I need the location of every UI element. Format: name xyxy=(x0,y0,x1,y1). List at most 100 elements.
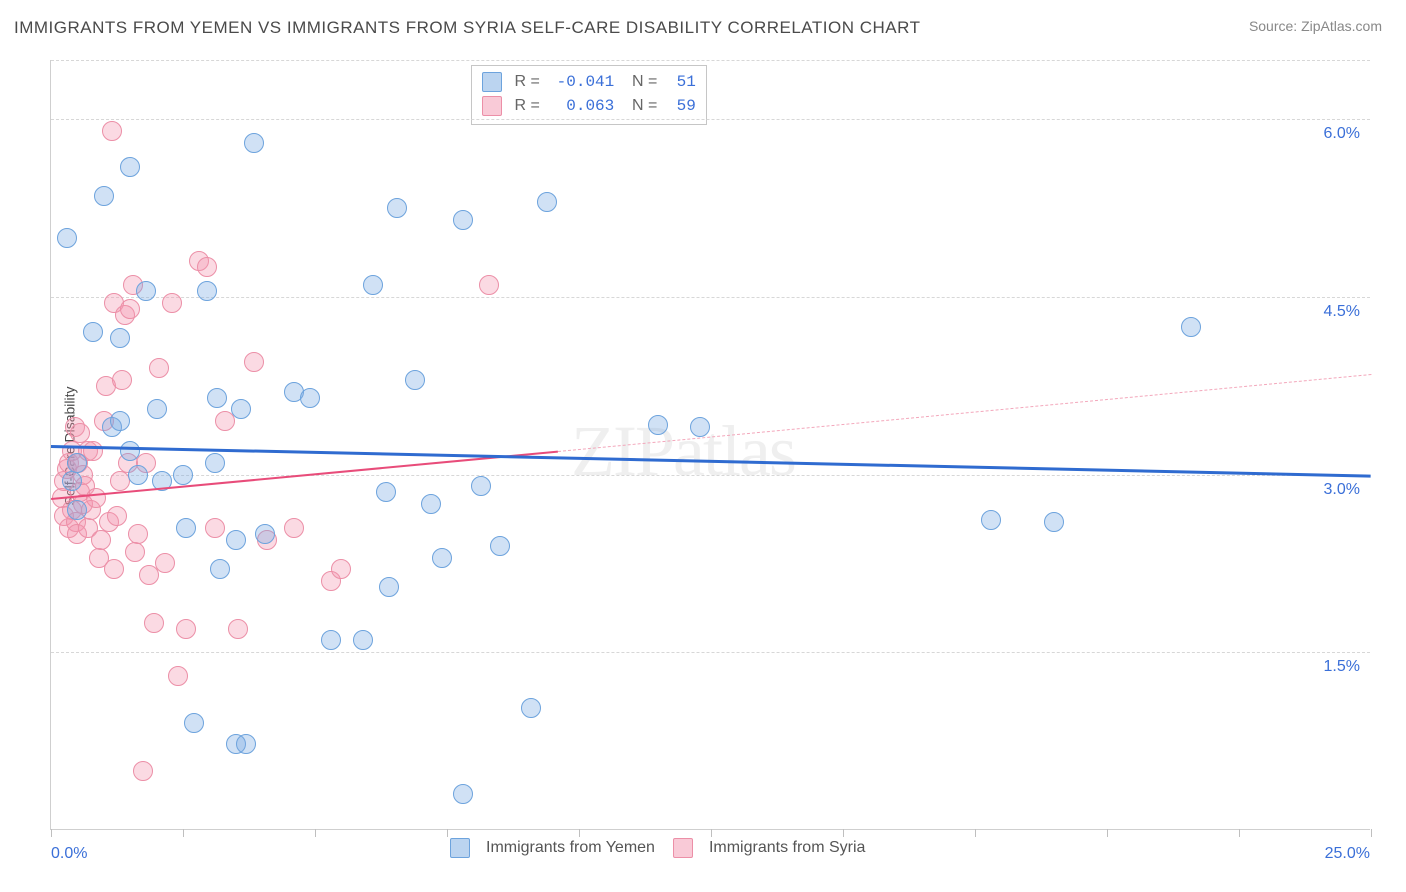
y-gridline xyxy=(51,475,1370,476)
yemen-point xyxy=(83,322,103,342)
syria-point xyxy=(479,275,499,295)
correlation-stats-box: R = -0.041 N = 51 R = 0.063 N = 59 xyxy=(471,65,707,125)
syria-point xyxy=(205,518,225,538)
yemen-point xyxy=(453,210,473,230)
yemen-point xyxy=(421,494,441,514)
yemen-point xyxy=(184,713,204,733)
yemen-point xyxy=(197,281,217,301)
y-tick-label: 4.5% xyxy=(1324,303,1360,321)
yemen-point xyxy=(136,281,156,301)
yemen-point xyxy=(363,275,383,295)
yemen-point xyxy=(128,465,148,485)
x-tick xyxy=(975,829,976,837)
yemen-point xyxy=(231,399,251,419)
x-tick xyxy=(1239,829,1240,837)
legend-item-yemen: Immigrants from Yemen xyxy=(450,838,655,858)
yemen-point xyxy=(147,399,167,419)
syria-point xyxy=(107,506,127,526)
yemen-point xyxy=(1044,512,1064,532)
stats-r-label: R = xyxy=(514,73,544,90)
yemen-point xyxy=(210,559,230,579)
x-max-label: 25.0% xyxy=(1325,845,1370,863)
syria-point xyxy=(110,471,130,491)
yemen-point xyxy=(173,465,193,485)
legend-label-yemen: Immigrants from Yemen xyxy=(486,839,655,857)
yemen-point xyxy=(94,186,114,206)
yemen-point xyxy=(353,630,373,650)
x-tick xyxy=(1371,829,1372,837)
y-tick-label: 1.5% xyxy=(1324,658,1360,676)
syria-point xyxy=(168,666,188,686)
stats-r-yemen: -0.041 xyxy=(544,70,614,94)
syria-point xyxy=(176,619,196,639)
yemen-point xyxy=(207,388,227,408)
x-tick xyxy=(51,829,52,837)
x-tick xyxy=(579,829,580,837)
syria-point xyxy=(104,559,124,579)
yemen-point xyxy=(120,157,140,177)
syria-point xyxy=(128,524,148,544)
legend-swatch-syria xyxy=(482,96,502,116)
yemen-point xyxy=(387,198,407,218)
syria-point xyxy=(331,559,351,579)
yemen-point xyxy=(490,536,510,556)
yemen-point xyxy=(255,524,275,544)
syria-point xyxy=(120,299,140,319)
x-tick xyxy=(183,829,184,837)
yemen-point xyxy=(110,328,130,348)
yemen-regression-line xyxy=(51,445,1371,478)
syria-point xyxy=(133,761,153,781)
yemen-point xyxy=(236,734,256,754)
yemen-point xyxy=(471,476,491,496)
chart-frame: IMMIGRANTS FROM YEMEN VS IMMIGRANTS FROM… xyxy=(0,0,1406,892)
yemen-point xyxy=(110,411,130,431)
legend-swatch-yemen-icon xyxy=(450,838,470,858)
syria-regression-extrapolation xyxy=(558,374,1371,452)
yemen-point xyxy=(57,228,77,248)
yemen-point xyxy=(379,577,399,597)
yemen-point xyxy=(405,370,425,390)
yemen-point xyxy=(321,630,341,650)
syria-point xyxy=(83,441,103,461)
syria-point xyxy=(125,542,145,562)
yemen-point xyxy=(176,518,196,538)
plot-area: ZIPatlas R = -0.041 N = 51 R = 0.063 N =… xyxy=(50,60,1370,830)
yemen-point xyxy=(62,471,82,491)
syria-point xyxy=(102,121,122,141)
stats-n-yemen: 51 xyxy=(662,70,696,94)
syria-point xyxy=(149,358,169,378)
syria-point xyxy=(144,613,164,633)
x-tick xyxy=(1107,829,1108,837)
y-tick-label: 6.0% xyxy=(1324,125,1360,143)
syria-point xyxy=(197,257,217,277)
yemen-point xyxy=(537,192,557,212)
legend-label-syria: Immigrants from Syria xyxy=(709,839,865,857)
yemen-point xyxy=(1181,317,1201,337)
syria-point xyxy=(284,518,304,538)
stats-row-yemen: R = -0.041 N = 51 xyxy=(482,70,696,94)
stats-n-label: N = xyxy=(619,73,662,90)
yemen-point xyxy=(981,510,1001,530)
yemen-point xyxy=(244,133,264,153)
yemen-point xyxy=(521,698,541,718)
legend-swatch-yemen xyxy=(482,72,502,92)
bottom-legend: Immigrants from Yemen Immigrants from Sy… xyxy=(450,838,865,858)
x-min-label: 0.0% xyxy=(51,845,87,863)
yemen-point xyxy=(120,441,140,461)
y-gridline xyxy=(51,297,1370,298)
legend-swatch-syria-icon xyxy=(673,838,693,858)
yemen-point xyxy=(226,530,246,550)
source-label: Source: ZipAtlas.com xyxy=(1249,18,1382,34)
x-tick xyxy=(711,829,712,837)
stats-r-label: R = xyxy=(514,97,544,114)
syria-point xyxy=(244,352,264,372)
x-tick xyxy=(447,829,448,837)
syria-point xyxy=(112,370,132,390)
stats-n-syria: 59 xyxy=(662,94,696,118)
stats-row-syria: R = 0.063 N = 59 xyxy=(482,94,696,118)
yemen-point xyxy=(648,415,668,435)
y-gridline xyxy=(51,60,1370,61)
syria-point xyxy=(86,488,106,508)
y-tick-label: 3.0% xyxy=(1324,481,1360,499)
syria-point xyxy=(155,553,175,573)
